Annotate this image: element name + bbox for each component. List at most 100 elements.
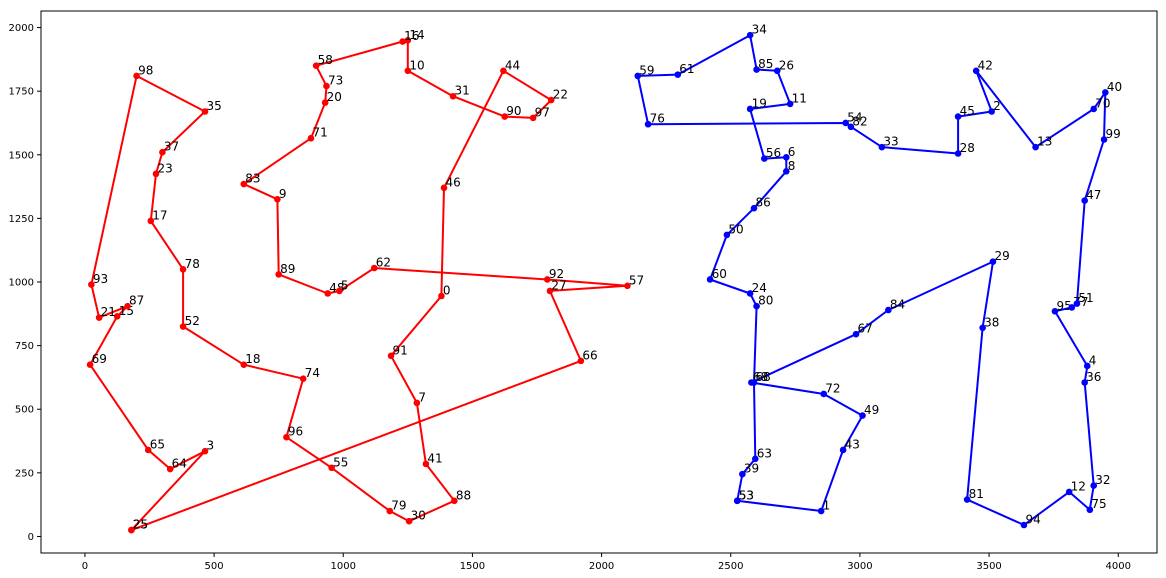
point-label: 27 bbox=[551, 278, 566, 292]
point-label: 13 bbox=[1037, 135, 1052, 149]
y-tick-label: 250 bbox=[15, 468, 34, 479]
point-label: 61 bbox=[679, 62, 694, 76]
route-point bbox=[634, 72, 642, 80]
route-line bbox=[636, 34, 1107, 526]
point-label: 51 bbox=[1078, 291, 1093, 305]
route-point bbox=[723, 231, 731, 239]
point-label: 18 bbox=[245, 352, 260, 366]
route-point bbox=[324, 290, 332, 297]
y-tick-label: 2000 bbox=[9, 23, 34, 34]
point-label: 63 bbox=[757, 446, 772, 460]
point-label: 57 bbox=[629, 273, 644, 287]
x-tick-label: 1000 bbox=[331, 561, 356, 572]
route-point bbox=[817, 507, 825, 515]
route-point bbox=[820, 390, 828, 398]
point-label: 44 bbox=[505, 58, 520, 72]
point-label: 28 bbox=[960, 141, 975, 155]
route-point bbox=[1051, 307, 1059, 315]
route-point bbox=[746, 290, 754, 297]
point-label: 99 bbox=[1106, 127, 1121, 141]
point-label: 24 bbox=[752, 281, 767, 295]
route-point bbox=[283, 433, 290, 441]
route-point bbox=[274, 196, 281, 203]
point-label: 7 bbox=[418, 390, 426, 404]
route-point bbox=[852, 330, 860, 338]
x-tick-label: 0 bbox=[82, 561, 88, 572]
point-label: 45 bbox=[960, 104, 975, 118]
route-point bbox=[842, 119, 850, 127]
point-label: 25 bbox=[133, 518, 148, 532]
route-point bbox=[312, 62, 320, 70]
route-point bbox=[307, 134, 315, 142]
route-point bbox=[750, 204, 758, 212]
point-label: 53 bbox=[739, 488, 754, 502]
route-point bbox=[113, 313, 121, 320]
y-tick-label: 500 bbox=[15, 405, 34, 416]
point-label: 54 bbox=[847, 110, 862, 124]
point-label: 58 bbox=[318, 53, 333, 67]
route-point bbox=[201, 108, 209, 115]
route-point bbox=[159, 148, 166, 156]
route-point bbox=[746, 31, 754, 39]
point-label: 33 bbox=[883, 135, 898, 149]
route-point bbox=[1102, 89, 1109, 96]
route-point bbox=[859, 412, 866, 419]
point-label: 32 bbox=[1095, 473, 1110, 487]
point-label: 19 bbox=[752, 96, 767, 110]
point-label: 86 bbox=[756, 196, 771, 210]
route-point bbox=[422, 460, 430, 468]
y-tick-label: 750 bbox=[15, 341, 34, 352]
route-point bbox=[1086, 506, 1094, 514]
point-label: 95 bbox=[1056, 299, 1071, 313]
route-point bbox=[449, 92, 457, 100]
route-point bbox=[124, 302, 131, 310]
point-label: 93 bbox=[93, 272, 108, 286]
route-point bbox=[979, 324, 986, 332]
route-point bbox=[746, 105, 754, 113]
route-point bbox=[166, 465, 174, 473]
point-label: 2 bbox=[993, 99, 1001, 113]
point-label: 89 bbox=[280, 262, 295, 276]
route-point bbox=[1081, 197, 1088, 204]
point-label: 6 bbox=[788, 145, 796, 159]
route-point bbox=[544, 276, 551, 283]
route-point bbox=[179, 265, 187, 273]
route-point bbox=[1032, 143, 1039, 151]
point-label: 50 bbox=[728, 222, 743, 236]
route-point bbox=[399, 38, 406, 45]
point-label: 80 bbox=[758, 294, 773, 308]
route-point bbox=[706, 276, 714, 283]
route-point bbox=[954, 113, 962, 120]
point-label: 82 bbox=[852, 114, 867, 128]
route-point bbox=[1100, 136, 1108, 143]
point-label: 12 bbox=[1071, 479, 1086, 493]
point-label: 66 bbox=[582, 348, 597, 362]
route-point bbox=[878, 143, 886, 151]
route-point bbox=[147, 217, 155, 225]
point-label: 35 bbox=[207, 99, 222, 113]
route-point bbox=[1083, 362, 1091, 370]
point-label: 96 bbox=[288, 425, 303, 439]
point-label: 10 bbox=[409, 58, 424, 72]
point-label: 1 bbox=[823, 499, 831, 513]
route-point bbox=[404, 67, 412, 75]
point-label: 87 bbox=[129, 294, 144, 308]
point-label: 78 bbox=[185, 257, 200, 271]
route-point bbox=[405, 517, 413, 525]
point-label: 3 bbox=[207, 439, 215, 453]
point-label: 62 bbox=[376, 256, 391, 270]
point-label: 81 bbox=[969, 487, 984, 501]
route-point bbox=[201, 447, 209, 455]
route-point bbox=[299, 375, 307, 382]
route-point bbox=[1090, 105, 1098, 113]
point-label: 4 bbox=[1089, 353, 1097, 367]
point-label: 56 bbox=[766, 146, 781, 160]
route-point bbox=[753, 66, 760, 73]
y-tick-label: 1000 bbox=[9, 278, 34, 289]
x-tick-label: 2500 bbox=[718, 561, 743, 572]
route-point bbox=[547, 96, 555, 104]
point-label: 52 bbox=[185, 314, 200, 328]
point-label: 76 bbox=[650, 112, 665, 126]
y-tick-label: 1500 bbox=[9, 150, 34, 161]
